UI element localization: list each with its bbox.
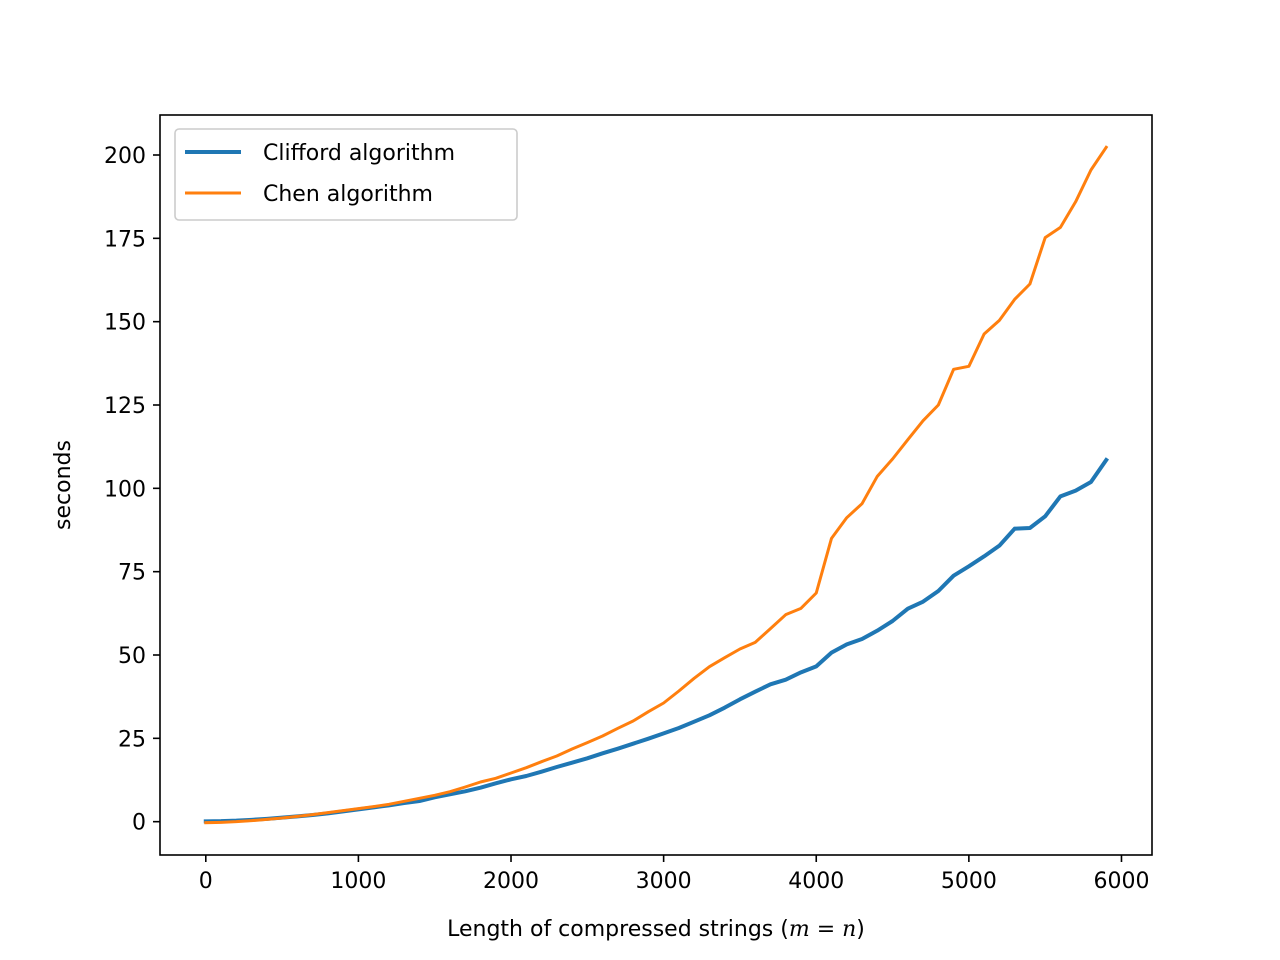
y-axis-label: seconds <box>51 440 76 530</box>
y-tick-label: 125 <box>104 394 146 419</box>
y-tick-label: 200 <box>104 144 146 169</box>
x-axis: 0 1000 2000 3000 4000 5000 6000 <box>199 855 1149 894</box>
x-tick-label: 3000 <box>636 869 692 894</box>
y-tick-label: 0 <box>132 811 146 836</box>
plot-frame <box>159 114 1153 856</box>
x-axis-label-suffix: ) <box>856 917 865 942</box>
y-tick-label: 25 <box>118 727 146 752</box>
x-axis-label-prefix: Length of compressed strings ( <box>447 917 789 942</box>
y-tick-label: 50 <box>118 644 146 669</box>
x-tick-label: 0 <box>199 869 213 894</box>
y-axis: 0 25 50 75 100 125 150 175 200 <box>104 144 160 836</box>
y-tick-label: 100 <box>104 477 146 502</box>
legend-label-chen: Chen algorithm <box>263 182 433 207</box>
y-tick-label: 75 <box>118 561 146 586</box>
x-tick-label: 2000 <box>483 869 539 894</box>
x-tick-label: 5000 <box>941 869 997 894</box>
x-axis-label-math: m = n <box>789 917 856 942</box>
x-tick-label: 1000 <box>330 869 386 894</box>
x-tick-label: 4000 <box>788 869 844 894</box>
x-axis-label: Length of compressed strings (m = n) <box>447 917 865 942</box>
legend-label-clifford: Clifford algorithm <box>263 141 455 166</box>
y-tick-label: 150 <box>104 311 146 336</box>
legend-box <box>174 128 518 221</box>
legend: Clifford algorithm Chen algorithm <box>174 128 518 221</box>
series-layer <box>203 145 1110 825</box>
x-tick-label: 6000 <box>1093 869 1149 894</box>
y-tick-label: 175 <box>104 227 146 252</box>
plot-background <box>160 115 1152 855</box>
series-line-chen <box>204 145 1109 825</box>
